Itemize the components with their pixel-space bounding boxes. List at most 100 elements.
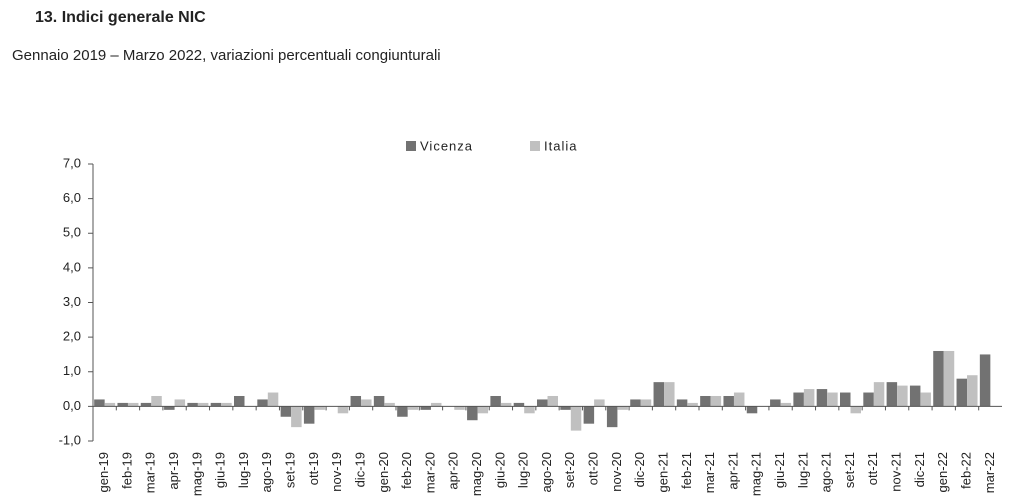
y-tick-label: 6,0 [63,190,81,205]
bar [350,395,362,407]
bar [140,402,152,407]
bar [827,392,838,407]
y-tick-label: 7,0 [63,155,81,170]
x-tick-label: feb-19 [119,452,134,489]
bar [197,402,209,407]
bar [384,402,395,407]
bar [956,378,968,407]
bar [653,382,665,407]
legend-label: Vicenza [420,138,473,153]
bar [583,406,595,424]
x-tick-label: giu-20 [492,452,507,488]
bar [537,399,548,407]
y-tick-label: 3,0 [63,294,81,309]
bar [630,399,641,407]
bar [617,406,628,410]
bar [94,399,105,407]
bar [397,406,408,417]
bar [793,392,804,407]
bar [710,395,722,407]
bar [127,402,139,407]
bar [594,399,605,407]
x-tick-label: gen-22 [935,452,950,492]
y-tick-label: 4,0 [63,259,81,274]
x-tick-label: mag-21 [749,452,764,496]
bar [420,406,431,410]
bar [733,392,745,407]
x-tick-label: lug-19 [236,452,251,488]
y-tick-label: 1,0 [63,363,81,378]
chart-subtitle: Gennaio 2019 – Marzo 2022, variazioni pe… [12,47,441,64]
bar [606,406,618,428]
bar [500,402,512,407]
x-tick-label: ott-21 [865,452,880,485]
x-tick-label: nov-19 [329,452,344,492]
bar [803,389,815,407]
x-tick-label: feb-22 [958,452,973,489]
bar [886,382,898,407]
x-tick-label: lug-21 [795,452,810,488]
bar [221,402,232,407]
bar [780,402,792,407]
x-tick-label: mar-19 [143,452,158,493]
bar [117,402,128,407]
legend-label: Italia [544,138,577,153]
bar [723,395,734,407]
bar [840,392,851,407]
bar [560,406,571,410]
bar [407,406,419,410]
bar [337,406,349,414]
x-tick-label: nov-21 [889,452,904,492]
bar [850,406,861,414]
x-tick-label: mag-20 [469,452,484,496]
bar [291,406,302,428]
bar [467,406,478,421]
bar [700,395,711,407]
bar [174,399,186,407]
x-tick-label: apr-19 [166,452,181,490]
bar [314,406,325,410]
bar [303,406,315,424]
x-tick-label: set-20 [562,452,577,488]
x-tick-label: apr-21 [725,452,740,490]
x-tick-label: giu-21 [772,452,787,488]
bar [933,350,944,407]
bar [816,389,828,407]
x-tick-label: set-21 [842,452,857,488]
x-tick-label: mar-21 [702,452,717,493]
bar [267,392,279,407]
bar [547,395,558,407]
y-tick-label: 0,0 [63,398,81,413]
y-tick-label: -1,0 [59,432,81,447]
bar [640,399,652,407]
bar [676,399,688,407]
bar [490,395,501,407]
x-tick-label: lug-20 [516,452,531,488]
x-tick-label: set-19 [283,452,298,488]
bar [909,385,921,407]
x-tick-label: apr-20 [446,452,461,490]
x-tick-label: ago-19 [259,452,274,492]
bar [570,406,582,431]
bar [430,402,442,407]
legend-swatch [406,141,416,151]
bar [770,399,781,407]
x-tick-label: mag-19 [189,452,204,496]
x-tick-label: ago-20 [539,452,554,492]
bar [687,402,698,407]
bar [524,406,535,414]
x-tick-label: giu-19 [213,452,228,488]
x-tick-label: mar-22 [982,452,997,493]
legend-swatch [530,141,540,151]
bar [967,375,978,407]
bar [943,350,955,407]
bar [361,399,372,407]
bar [897,385,908,407]
bar [746,406,758,414]
chart-title: 13. Indici generale NIC [35,9,206,26]
x-tick-label: ott-20 [586,452,601,485]
bar [151,395,162,407]
x-tick-label: gen-19 [96,452,111,492]
x-tick-label: ott-19 [306,452,321,485]
y-tick-label: 2,0 [63,329,81,344]
